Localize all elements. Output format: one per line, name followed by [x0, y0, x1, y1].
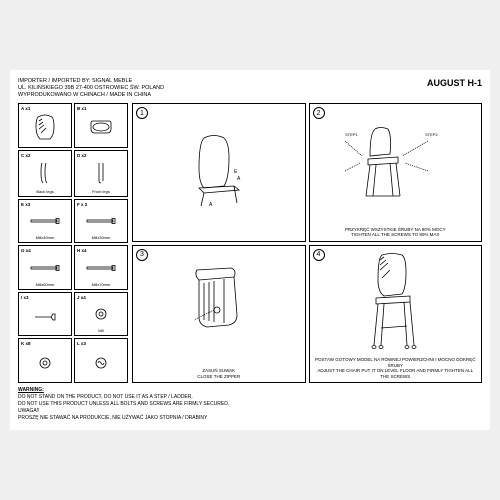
- part-icon: [86, 207, 116, 236]
- importer-info: IMPORTER / IMPORTED BY: SIGNAL MEBLE UL.…: [18, 78, 164, 99]
- step-caption: PRZYKRĘĆ WSZYSTKIE ŚRUBY NA 80% MOCYTIGH…: [313, 227, 479, 238]
- step-number: 2: [313, 107, 325, 119]
- parts-grid: A x1 B x1 C x2 Back legsD x2 Front legsE…: [18, 103, 128, 383]
- importer-line: UL. KILIŃSKIEGO 39B 27-400 OSTROWIEC ŚW.…: [18, 85, 164, 92]
- part-code: B x1: [77, 106, 87, 111]
- steps-row: 1 EAA2 STEP1STEP2PRZYKRĘĆ WSZYSTKIE ŚRUB…: [132, 103, 482, 241]
- svg-text:STEP1: STEP1: [345, 132, 358, 137]
- step-number: 4: [313, 249, 325, 261]
- svg-text:E: E: [234, 169, 238, 175]
- part-label: M8x30mm: [92, 235, 111, 240]
- part-label: M8x40mm: [36, 235, 55, 240]
- step-caption: ZASUŃ SUWAKCLOSE THE ZIPPER: [136, 368, 302, 379]
- part-code: D x2: [77, 153, 87, 158]
- warning-title: WARNING:: [18, 387, 482, 394]
- svg-text:A: A: [209, 202, 213, 208]
- main-content: A x1 B x1 C x2 Back legsD x2 Front legsE…: [18, 103, 482, 383]
- step-number: 3: [136, 249, 148, 261]
- part-icon: [95, 300, 107, 329]
- part-code: J x4: [77, 295, 86, 300]
- part-cell: G x4 M8x60mm: [18, 245, 72, 290]
- part-cell: L x3: [74, 338, 128, 383]
- part-cell: A x1: [18, 103, 72, 148]
- steps-area: 1 EAA2 STEP1STEP2PRZYKRĘĆ WSZYSTKIE ŚRUB…: [132, 103, 482, 383]
- instruction-sheet: IMPORTER / IMPORTED BY: SIGNAL MEBLE UL.…: [10, 70, 490, 430]
- step-panel: 4 POSTAW GOTOWY MODEL NA RÓWNEJ POWIERZC…: [309, 245, 483, 383]
- step-diagram: [136, 249, 302, 367]
- part-cell: H x4 M8x70mm: [74, 245, 128, 290]
- part-code: I x3: [21, 295, 29, 300]
- part-cell: K x8: [18, 338, 72, 383]
- part-code: E x3: [21, 202, 30, 207]
- model-name: AUGUST H-1: [427, 78, 482, 99]
- warning-line: DO NOT STAND ON THE PRODUCT, DO NOT USE …: [18, 394, 482, 401]
- part-icon: [39, 346, 51, 380]
- step-diagram: [313, 249, 479, 356]
- step-panel: 3 ZASUŃ SUWAKCLOSE THE ZIPPER: [132, 245, 306, 383]
- step-diagram: EAA: [136, 107, 302, 237]
- part-cell: D x2 Front legs: [74, 150, 128, 197]
- part-cell: C x2 Back legs: [18, 150, 72, 197]
- part-icon: [34, 111, 56, 145]
- part-icon: [30, 207, 60, 236]
- part-code: C x2: [21, 153, 31, 158]
- part-icon: [30, 253, 60, 282]
- step-diagram: STEP1 STEP2: [313, 107, 479, 225]
- part-cell: B x1: [74, 103, 128, 148]
- part-label: Back legs: [36, 189, 53, 194]
- part-code: K x8: [21, 341, 31, 346]
- header: IMPORTER / IMPORTED BY: SIGNAL MEBLE UL.…: [18, 78, 482, 99]
- part-label: M8: [98, 328, 104, 333]
- part-code: L x3: [77, 341, 86, 346]
- svg-text:STEP2: STEP2: [425, 132, 438, 137]
- part-icon: [95, 346, 107, 380]
- step-panel: 1 EAA: [132, 103, 306, 241]
- warning-line: DO NOT USE THIS PRODUCT UNLESS ALL BOLTS…: [18, 401, 482, 408]
- part-label: Front legs: [92, 189, 110, 194]
- part-icon: [89, 111, 113, 145]
- part-cell: E x3 M8x40mm: [18, 199, 72, 244]
- warning-line: UWAGA!!: [18, 408, 482, 415]
- svg-text:A: A: [237, 176, 241, 182]
- part-code: A x1: [21, 106, 30, 111]
- steps-row: 3 ZASUŃ SUWAKCLOSE THE ZIPPER4 POSTAW GO…: [132, 245, 482, 383]
- part-cell: F x 2 M8x30mm: [74, 199, 128, 244]
- step-caption: POSTAW GOTOWY MODEL NA RÓWNEJ POWIERZCHN…: [313, 357, 479, 379]
- part-icon: [38, 158, 52, 189]
- part-label: M8x60mm: [36, 282, 55, 287]
- importer-line: WYPRODUKOWANO W CHINACH / MADE IN CHINA: [18, 92, 164, 99]
- warning-line: PROSZĘ NIE STAWAĆ NA PRODUKCIE, NIE UŻYW…: [18, 415, 482, 422]
- part-cell: J x4 M8: [74, 292, 128, 337]
- warnings: WARNING: DO NOT STAND ON THE PRODUCT, DO…: [18, 387, 482, 422]
- part-icon: [96, 158, 106, 189]
- step-panel: 2 STEP1 STEP2 PRZYKRĘĆ WSZYSTKIE ŚRUBY NA …: [309, 103, 483, 241]
- part-icon: [86, 253, 116, 282]
- part-cell: I x3: [18, 292, 72, 337]
- part-icon: [33, 300, 57, 334]
- part-label: M8x70mm: [92, 282, 111, 287]
